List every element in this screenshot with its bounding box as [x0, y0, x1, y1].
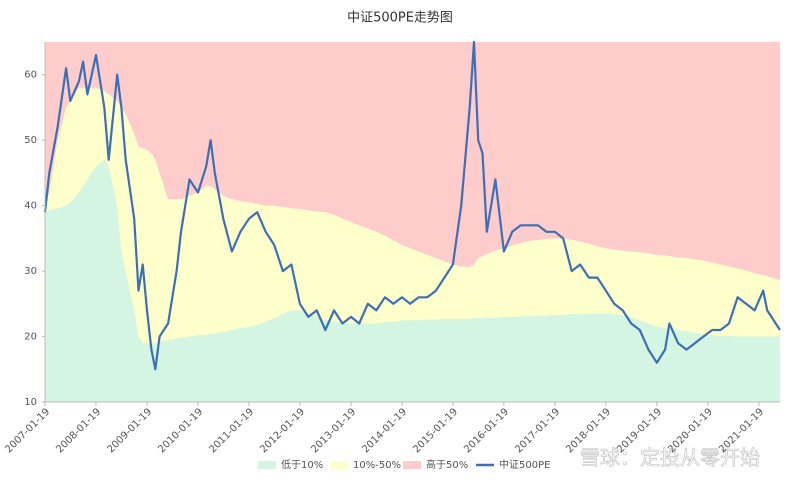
chart-title: 中证500PE走势图	[347, 10, 453, 26]
pe-line	[43, 40, 781, 371]
y-tick-label: 20	[24, 332, 37, 343]
x-tick-label: 2009-01-19	[105, 406, 154, 455]
legend-label: 10%-50%	[353, 460, 401, 471]
y-tick-label: 30	[24, 266, 37, 277]
x-tick-label: 2007-01-19	[3, 406, 52, 455]
legend-label: 中证500PE	[499, 458, 550, 471]
x-tick-label: 2008-01-19	[54, 406, 103, 455]
y-tick-label: 50	[24, 135, 37, 146]
x-tick-label: 2017-01-19	[513, 406, 562, 455]
x-tick-label: 2014-01-19	[360, 406, 409, 455]
legend-label: 高于50%	[426, 458, 468, 471]
band-area	[45, 159, 780, 402]
watermark: 雪球：定投从零开始	[580, 446, 760, 470]
x-tick-label: 2011-01-19	[207, 406, 256, 455]
x-tick-label: 2010-01-19	[156, 406, 205, 455]
y-tick-label: 10	[24, 397, 37, 408]
legend-swatch	[258, 461, 276, 469]
legend-label: 低于10%	[281, 458, 323, 471]
legend-swatch	[330, 461, 348, 469]
x-tick-label: 2013-01-19	[309, 406, 358, 455]
y-tick-label: 60	[24, 70, 37, 81]
y-tick-label: 40	[24, 201, 37, 212]
x-tick-label: 2015-01-19	[411, 406, 460, 455]
x-tick-label: 2016-01-19	[462, 406, 511, 455]
legend-swatch	[403, 461, 421, 469]
x-tick-label: 2012-01-19	[258, 406, 307, 455]
